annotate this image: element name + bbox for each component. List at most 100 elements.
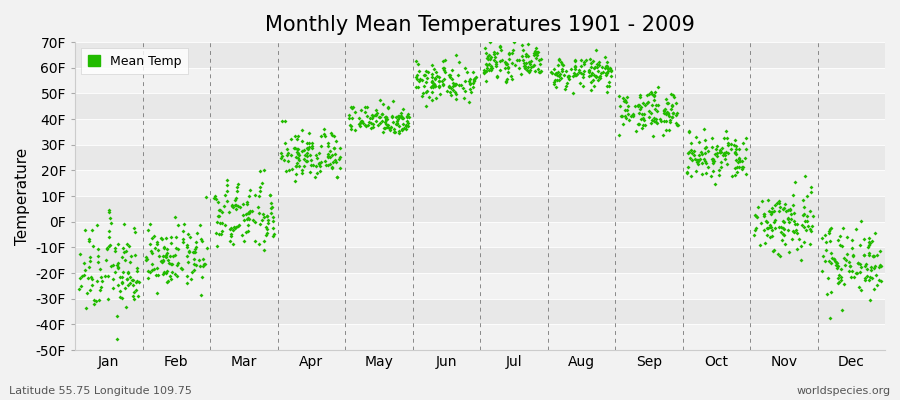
Point bbox=[831, 275, 845, 281]
Point bbox=[373, 120, 387, 126]
Point bbox=[662, 113, 676, 120]
Point bbox=[228, 224, 242, 231]
Point bbox=[379, 116, 393, 122]
Point bbox=[230, 203, 245, 209]
Point bbox=[189, 262, 203, 268]
Point bbox=[207, 195, 221, 201]
Point bbox=[840, 234, 854, 240]
Point bbox=[419, 68, 434, 74]
Point bbox=[183, 234, 197, 240]
Point bbox=[600, 68, 615, 74]
Point bbox=[453, 82, 467, 88]
Point bbox=[215, 220, 230, 226]
Point bbox=[364, 120, 378, 126]
Point bbox=[824, 225, 838, 232]
Point bbox=[709, 146, 724, 152]
Point bbox=[449, 52, 464, 58]
Point bbox=[264, 205, 278, 212]
Point bbox=[194, 292, 208, 299]
Point bbox=[368, 112, 382, 118]
Point bbox=[244, 208, 258, 214]
Point bbox=[238, 211, 253, 218]
Point bbox=[815, 268, 830, 274]
Point bbox=[719, 149, 733, 156]
Point bbox=[239, 200, 254, 207]
Point bbox=[589, 74, 603, 80]
Point bbox=[690, 161, 705, 167]
Point bbox=[834, 243, 849, 249]
Point bbox=[632, 110, 646, 116]
Point bbox=[290, 149, 304, 156]
Point bbox=[550, 76, 564, 83]
Point bbox=[162, 260, 176, 266]
Point bbox=[223, 233, 238, 239]
Point bbox=[635, 125, 650, 131]
Point bbox=[687, 148, 701, 154]
Point bbox=[644, 110, 658, 116]
Point bbox=[114, 280, 129, 286]
Point bbox=[831, 262, 845, 269]
Point bbox=[592, 59, 607, 65]
Point bbox=[259, 230, 274, 236]
Point bbox=[788, 218, 802, 224]
Point bbox=[419, 89, 434, 95]
Point bbox=[355, 118, 369, 124]
Point bbox=[636, 117, 651, 124]
Point bbox=[458, 88, 473, 94]
Bar bbox=[75, 248, 885, 273]
Point bbox=[230, 222, 245, 229]
Point bbox=[437, 65, 452, 71]
Point bbox=[364, 112, 379, 118]
Point bbox=[682, 128, 697, 134]
Point bbox=[862, 297, 877, 304]
Point bbox=[864, 267, 878, 273]
Point bbox=[704, 173, 718, 179]
Point bbox=[401, 114, 416, 120]
Point bbox=[429, 73, 444, 79]
Point bbox=[328, 137, 343, 144]
Point bbox=[705, 156, 719, 162]
Point bbox=[738, 171, 752, 177]
Point bbox=[149, 272, 164, 278]
Point bbox=[587, 83, 601, 89]
Point bbox=[698, 150, 712, 156]
Point bbox=[297, 156, 311, 162]
Point bbox=[858, 277, 872, 284]
Point bbox=[409, 57, 423, 64]
Point bbox=[705, 144, 719, 150]
Point bbox=[449, 90, 464, 97]
Point bbox=[427, 66, 441, 72]
Point bbox=[748, 227, 762, 233]
Point bbox=[359, 122, 374, 129]
Point bbox=[864, 238, 878, 244]
Point bbox=[708, 181, 723, 187]
Point bbox=[518, 63, 533, 70]
Point bbox=[490, 62, 504, 69]
Point bbox=[612, 131, 626, 138]
Point bbox=[839, 256, 853, 263]
Point bbox=[832, 272, 847, 278]
Point bbox=[845, 253, 859, 260]
Point bbox=[504, 73, 518, 80]
Point bbox=[211, 213, 225, 219]
Point bbox=[482, 66, 497, 73]
Point bbox=[682, 149, 697, 156]
Point bbox=[102, 228, 116, 234]
Point bbox=[104, 262, 118, 269]
Point bbox=[615, 112, 629, 119]
Point bbox=[587, 72, 601, 78]
Point bbox=[432, 74, 446, 80]
Point bbox=[261, 217, 275, 223]
Point bbox=[690, 157, 705, 164]
Point bbox=[512, 57, 526, 63]
Point bbox=[602, 82, 616, 89]
Point bbox=[517, 62, 531, 69]
Point bbox=[346, 104, 360, 110]
Point bbox=[516, 57, 530, 63]
Point bbox=[694, 149, 708, 156]
Point bbox=[266, 231, 281, 237]
Point bbox=[670, 122, 685, 128]
Point bbox=[524, 64, 538, 70]
Point bbox=[862, 235, 877, 242]
Point bbox=[776, 225, 790, 231]
